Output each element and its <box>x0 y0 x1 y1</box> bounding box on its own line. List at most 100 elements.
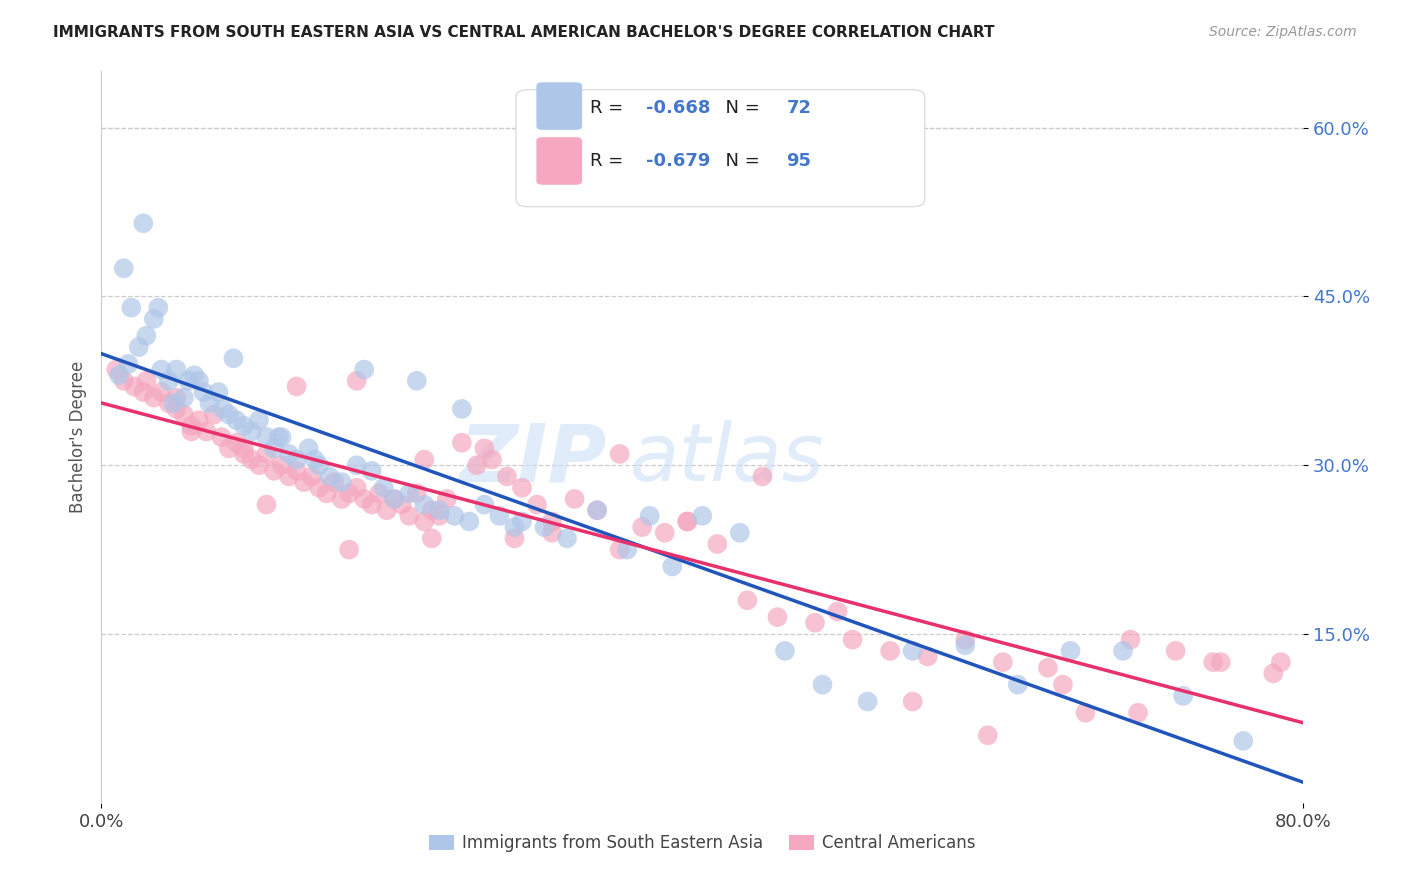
Point <box>690 508 713 523</box>
Point <box>108 368 131 383</box>
Point <box>308 458 330 473</box>
Point <box>346 458 368 473</box>
Point <box>135 328 157 343</box>
Point <box>901 694 924 708</box>
Point <box>413 452 436 467</box>
Point <box>142 312 165 326</box>
Point <box>413 498 436 512</box>
Point <box>256 430 278 444</box>
Point <box>218 408 240 422</box>
Point <box>212 401 235 416</box>
Point <box>173 408 195 422</box>
Point <box>297 442 319 456</box>
Text: N =: N = <box>714 99 766 117</box>
Point <box>112 261 135 276</box>
Point <box>879 644 901 658</box>
Point <box>398 486 420 500</box>
Point <box>353 362 375 376</box>
Point <box>901 644 924 658</box>
Point <box>1059 644 1081 658</box>
Point <box>165 401 187 416</box>
Point <box>368 486 391 500</box>
Point <box>142 391 165 405</box>
Point <box>207 385 229 400</box>
Point <box>195 425 218 439</box>
Point <box>1171 689 1194 703</box>
FancyBboxPatch shape <box>516 90 925 207</box>
Point <box>105 362 128 376</box>
Point <box>225 435 247 450</box>
Point <box>427 503 450 517</box>
Point <box>751 469 773 483</box>
Point <box>301 469 323 483</box>
Point <box>661 559 683 574</box>
Point <box>267 430 290 444</box>
Point <box>1164 644 1187 658</box>
Point <box>157 396 180 410</box>
Point <box>150 385 173 400</box>
Point <box>1052 678 1074 692</box>
Point <box>555 532 578 546</box>
Point <box>373 481 395 495</box>
Point <box>112 374 135 388</box>
Point <box>124 379 146 393</box>
Point <box>318 469 340 483</box>
Point <box>285 379 308 393</box>
Point <box>676 515 699 529</box>
Point <box>1126 706 1149 720</box>
Point <box>420 532 443 546</box>
Point <box>337 486 360 500</box>
Point <box>541 525 564 540</box>
Point <box>609 447 631 461</box>
Point <box>706 537 728 551</box>
Point <box>353 491 375 506</box>
Point <box>233 418 256 433</box>
Point <box>977 728 1000 742</box>
Point <box>728 525 751 540</box>
Point <box>405 374 427 388</box>
Point <box>450 435 472 450</box>
Point <box>198 396 221 410</box>
Point <box>811 678 834 692</box>
Point <box>436 491 458 506</box>
Point <box>465 458 488 473</box>
Point <box>638 508 661 523</box>
Point <box>1119 632 1142 647</box>
Point <box>263 442 285 456</box>
Point <box>503 532 526 546</box>
Point <box>150 362 173 376</box>
Point <box>240 425 263 439</box>
Point <box>481 452 503 467</box>
Point <box>256 447 278 461</box>
Legend: Immigrants from South Eastern Asia, Central Americans: Immigrants from South Eastern Asia, Cent… <box>420 826 984 860</box>
Point <box>1074 706 1097 720</box>
Point <box>360 464 382 478</box>
Point <box>247 413 270 427</box>
Point <box>510 481 533 495</box>
Point <box>474 442 496 456</box>
Point <box>391 498 413 512</box>
Point <box>1202 655 1225 669</box>
Point <box>526 498 548 512</box>
Point <box>1112 644 1135 658</box>
Point <box>157 374 180 388</box>
Point <box>427 508 450 523</box>
Point <box>955 638 977 652</box>
Point <box>218 442 240 456</box>
Point <box>285 464 308 478</box>
Point <box>323 475 346 489</box>
Point <box>382 491 405 506</box>
Point <box>187 374 209 388</box>
Point <box>420 503 443 517</box>
Text: ZIP: ZIP <box>458 420 606 498</box>
Point <box>202 408 225 422</box>
Point <box>211 430 233 444</box>
Point <box>256 498 278 512</box>
Point <box>187 413 209 427</box>
Text: 72: 72 <box>786 99 811 117</box>
Point <box>304 452 326 467</box>
Point <box>1270 655 1292 669</box>
Point <box>148 301 170 315</box>
Point <box>162 396 184 410</box>
Point <box>375 503 398 517</box>
